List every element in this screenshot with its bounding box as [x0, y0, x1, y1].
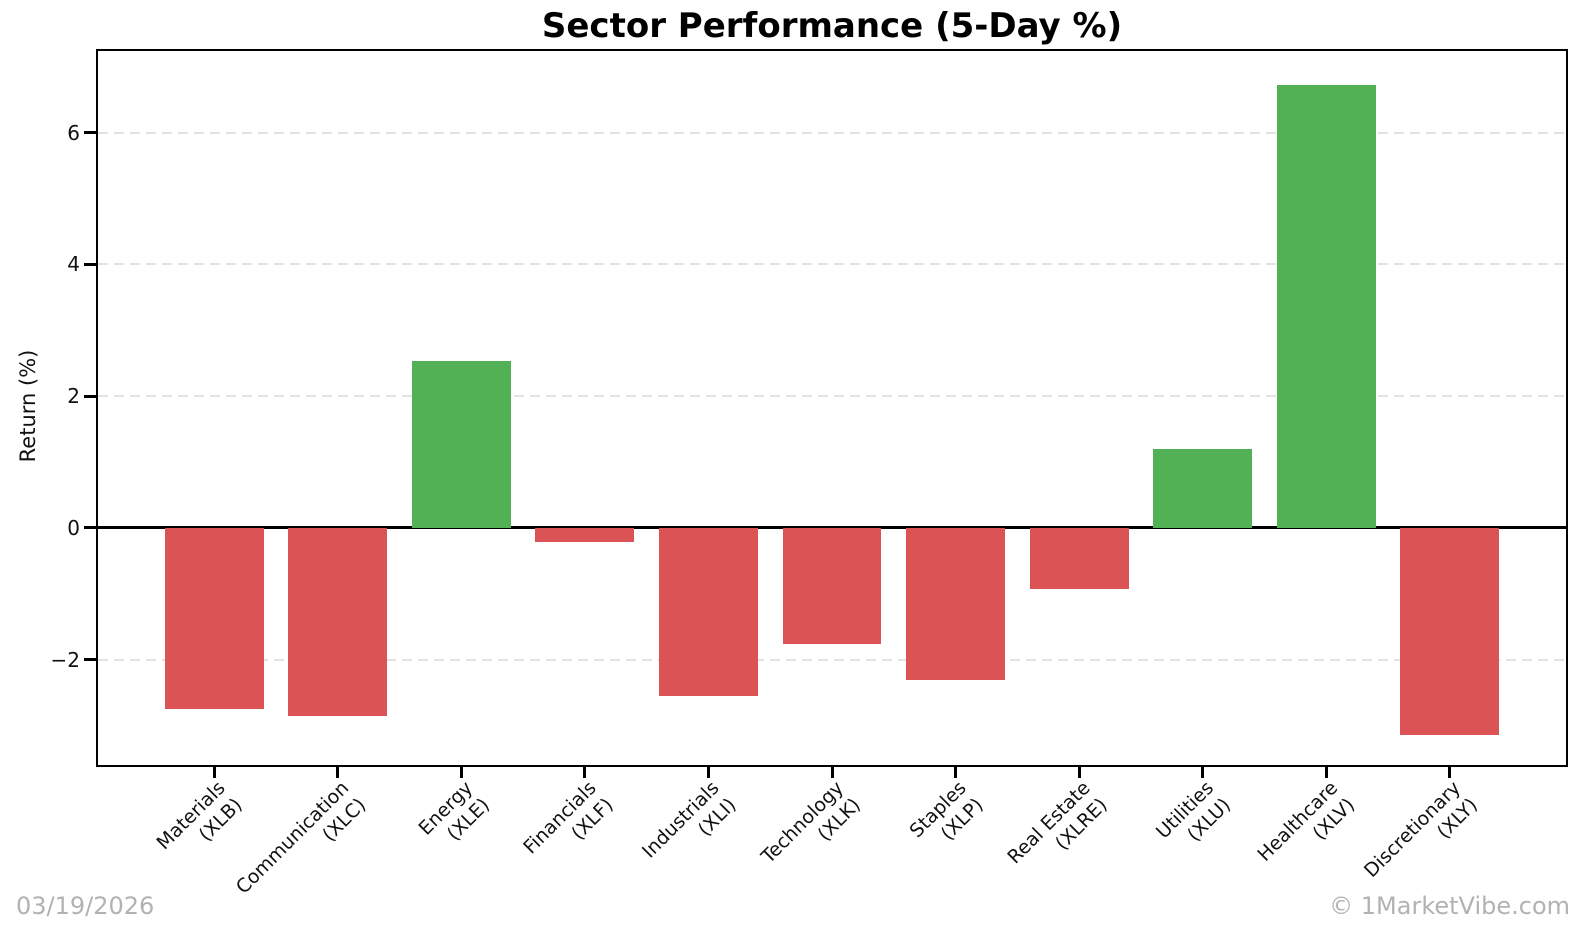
x-tick-mark: [954, 767, 958, 778]
y-tick-label: 4: [67, 252, 80, 277]
y-tick-label: −2: [50, 647, 80, 672]
x-tick-label-xlk: Technology (XLK): [756, 777, 865, 868]
x-tick-label-xlu: Utilities (XLU): [1152, 777, 1236, 846]
y-tick-mark: [84, 658, 96, 662]
y-tick-label: 2: [67, 384, 80, 409]
bar-xlre: [1029, 527, 1129, 590]
y-tick-label: 0: [67, 515, 80, 540]
x-tick-label-xlc: Communication (XLC): [231, 777, 371, 899]
x-tick-label-xly: Discretionary (XLY): [1360, 777, 1483, 882]
bar-xlv: [1276, 84, 1376, 528]
x-tick-mark: [830, 767, 834, 778]
bar-xlp: [906, 527, 1005, 681]
gridline-y-2: [98, 395, 1566, 398]
footer-watermark: © 1MarketVibe.com: [1329, 892, 1570, 920]
x-tick-mark: [583, 767, 587, 778]
x-tick-label-xle: Energy (XLE): [414, 777, 494, 846]
bar-xlf: [535, 527, 635, 542]
x-tick-mark: [706, 767, 710, 778]
y-tick-mark: [84, 394, 96, 398]
y-tick-mark: [84, 262, 96, 266]
y-tick-mark: [84, 526, 96, 530]
gridline-y-6: [98, 131, 1566, 134]
x-tick-label-xlf: Financials (XLF): [519, 777, 618, 859]
chart-title: Sector Performance (5-Day %): [541, 6, 1123, 46]
x-tick-mark: [336, 767, 340, 778]
x-tick-label-xli: Industrials (XLI): [638, 777, 741, 863]
x-tick-label-xlb: Materials (XLB): [152, 777, 247, 855]
x-tick-mark: [1077, 767, 1081, 778]
x-tick-label-xlre: Real Estate (XLRE): [1003, 777, 1112, 869]
footer-date: 03/19/2026: [16, 892, 155, 920]
x-tick-label-xlv: Healthcare (XLV): [1253, 777, 1359, 866]
gridline-y--2: [98, 658, 1566, 661]
bar-xlu: [1153, 449, 1253, 528]
bar-xly: [1400, 527, 1500, 735]
bar-xle: [411, 361, 511, 528]
x-tick-mark: [459, 767, 463, 778]
plot-area: −2 0 2 4 6 Materials (XLB) Communication (XLC) E…: [51, 49, 1568, 898]
y-tick-mark: [84, 131, 96, 135]
x-tick-label-layer: Materials (XLB) Communication (XLC) Energy (X…: [98, 51, 1566, 898]
y-tick-label: 6: [67, 120, 80, 145]
x-tick-label-xlp: Staples (XLP): [906, 777, 988, 845]
x-tick-mark: [212, 767, 216, 778]
x-tick-mark: [1448, 767, 1452, 778]
x-tick-mark: [1324, 767, 1328, 778]
bar-xlb: [164, 527, 264, 709]
x-tick-mark: [1201, 767, 1205, 778]
bar-layer: [98, 51, 1566, 765]
bar-xlc: [288, 527, 388, 716]
gridline-y-4: [98, 263, 1566, 266]
bar-xli: [659, 527, 758, 696]
bar-xlk: [782, 527, 882, 645]
axis-tick-layer: −2 0 2 4 6: [51, 51, 1566, 778]
